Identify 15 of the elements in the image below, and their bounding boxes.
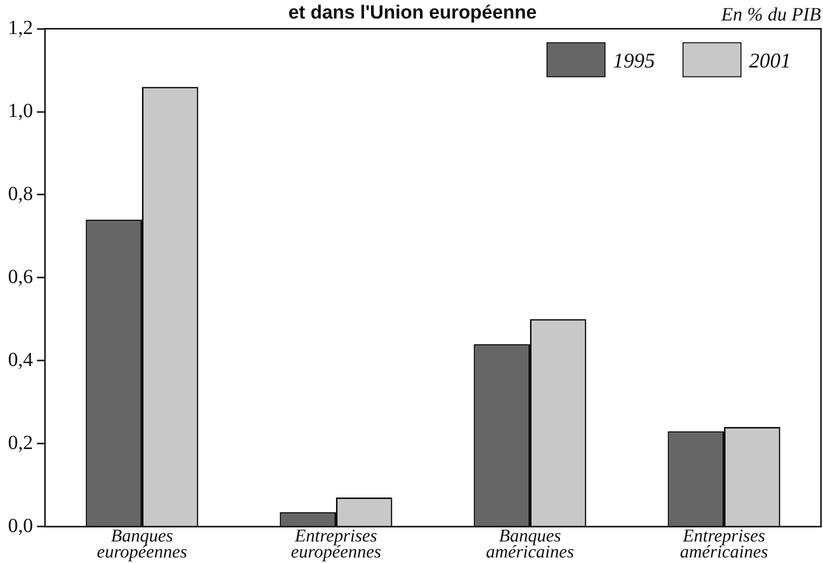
y-tick-label: 0,6 (8, 266, 33, 288)
y-tick-label: 0,8 (8, 182, 33, 205)
x-tick-label: Banques américaines (486, 525, 574, 562)
legend-label: 1995 (613, 48, 655, 72)
x-tick-label: Entreprises américaines (680, 525, 768, 562)
y-tick-label: 1,0 (8, 100, 33, 122)
y-tick-label: 0,2 (8, 432, 33, 454)
y-tick-label: 0,4 (8, 348, 33, 371)
chart-title: et dans l'Union européenne (288, 2, 537, 24)
text: En % du PIB (720, 4, 822, 26)
x-tick-label: Banques européennes (96, 525, 188, 562)
x-tick-label: Entreprises européennes (290, 525, 382, 562)
legend-label: 2001 (749, 48, 791, 72)
y-tick-label: 1,2 (8, 17, 33, 40)
y-tick-label: 0,0 (8, 514, 33, 537)
